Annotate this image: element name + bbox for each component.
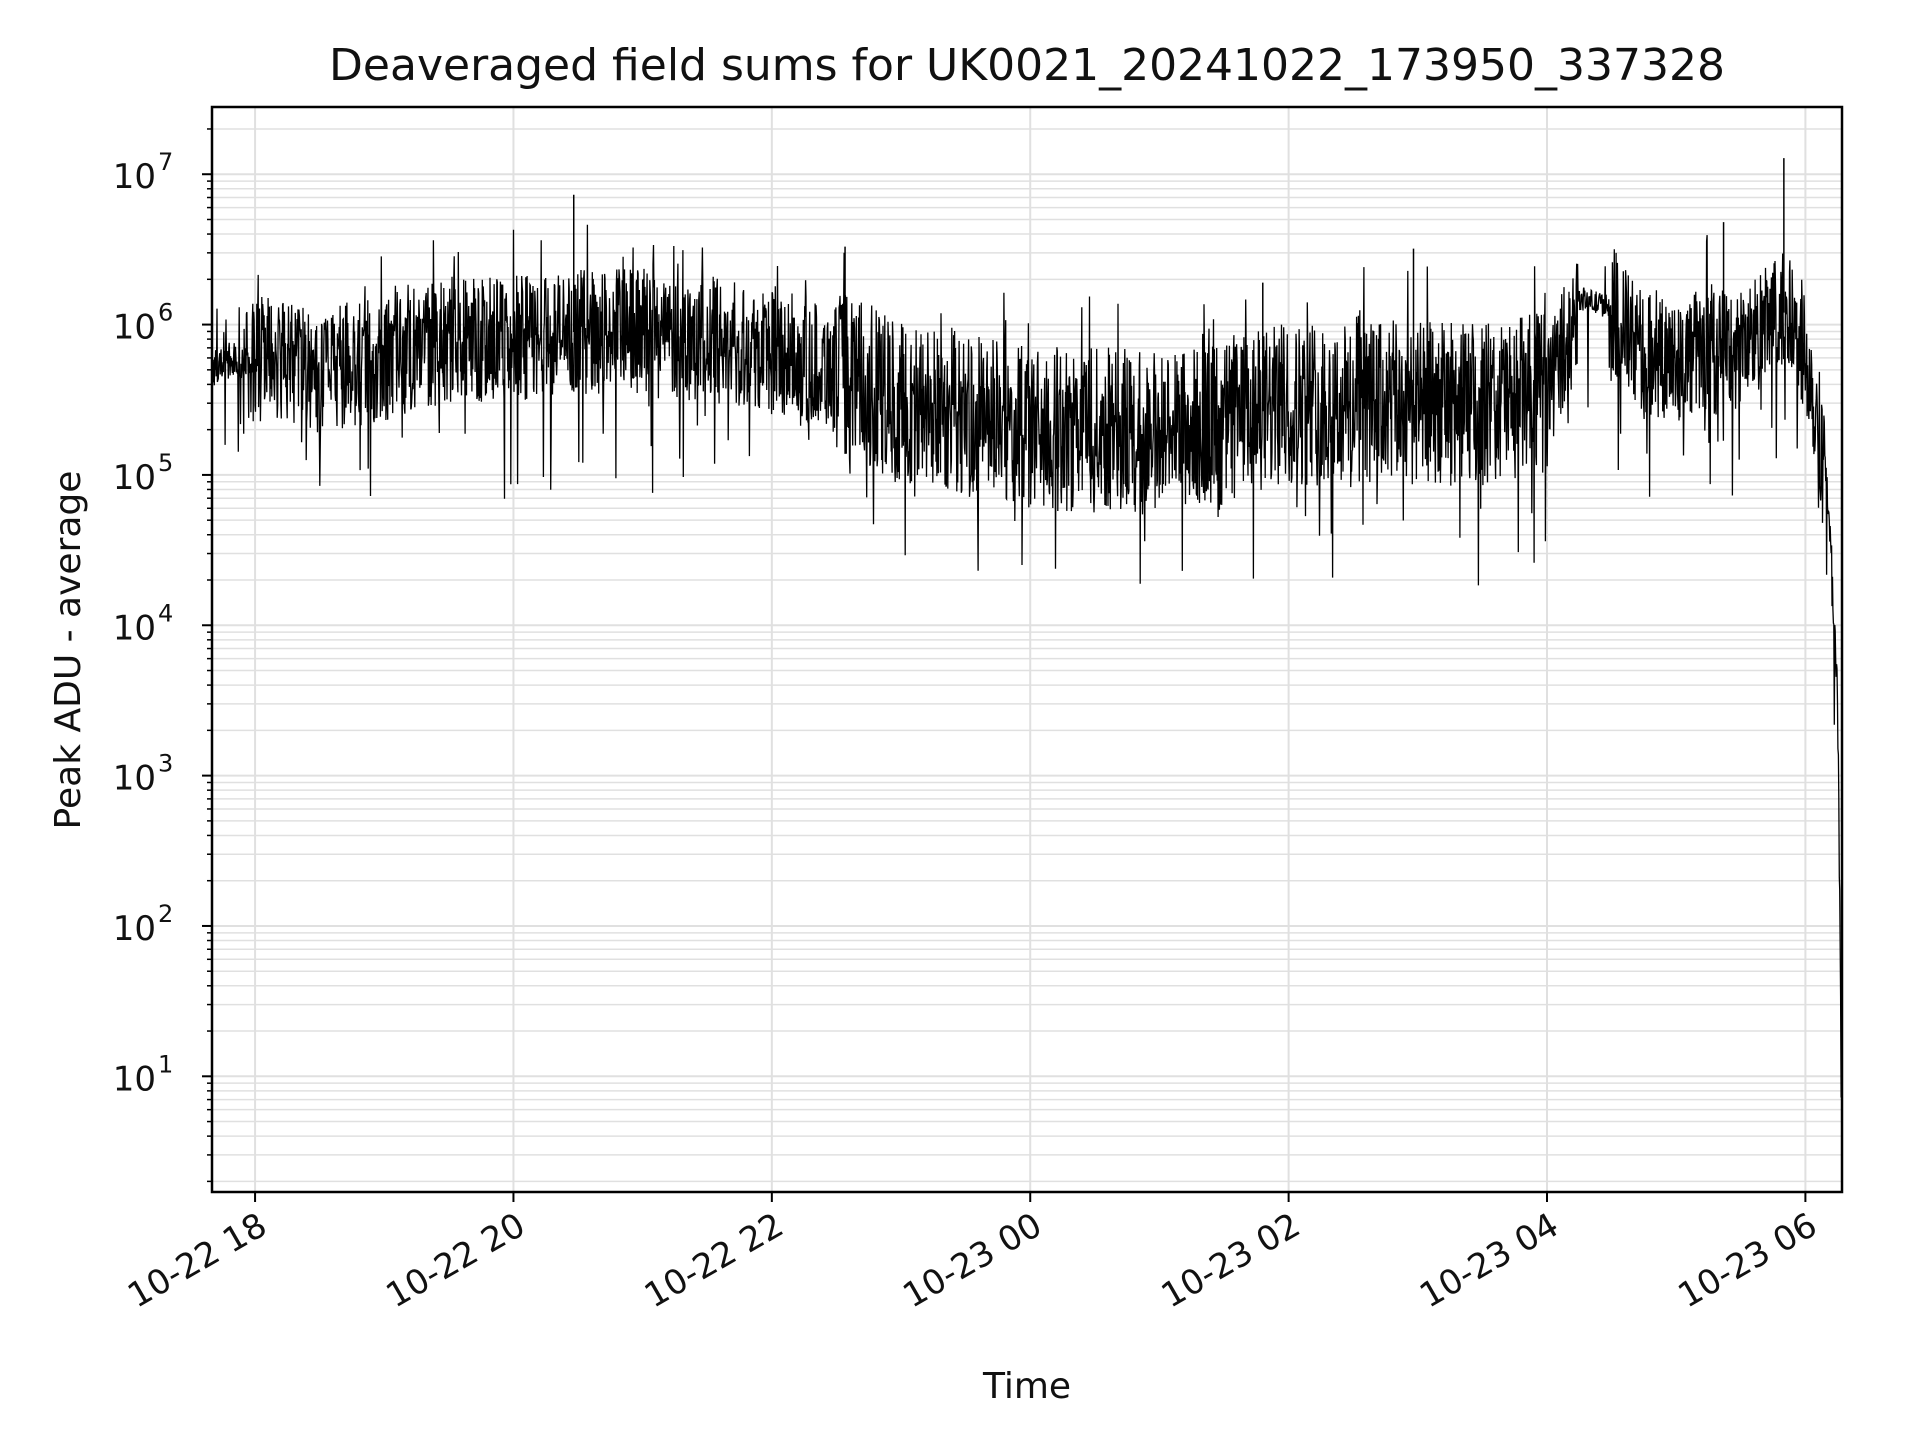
y-tick-label: 10 [113, 1059, 156, 1099]
y-tick-exponent: 1 [158, 1050, 173, 1078]
y-tick-exponent: 5 [158, 449, 173, 477]
x-axis-label: Time [982, 1366, 1071, 1407]
y-tick-label: 10 [113, 458, 156, 498]
y-tick-label: 10 [113, 157, 156, 197]
y-tick-label: 10 [113, 759, 156, 799]
y-tick-label: 10 [113, 608, 156, 648]
series-line [212, 224, 1842, 1137]
y-tick-exponent: 2 [158, 900, 173, 928]
y-tick-exponent: 3 [158, 750, 173, 778]
data-layer [212, 158, 1842, 1137]
y-tick-label: 10 [113, 909, 156, 949]
y-tick-exponent: 6 [158, 299, 173, 327]
y-tick-exponent: 7 [158, 148, 173, 176]
plot-frame [210, 105, 1844, 1194]
y-tick-label: 10 [113, 308, 156, 348]
y-axis-label: Peak ADU - average [48, 471, 89, 830]
y-tick-exponent: 4 [158, 599, 173, 627]
chart-title: Deaveraged field sums for UK0021_2024102… [329, 40, 1725, 91]
